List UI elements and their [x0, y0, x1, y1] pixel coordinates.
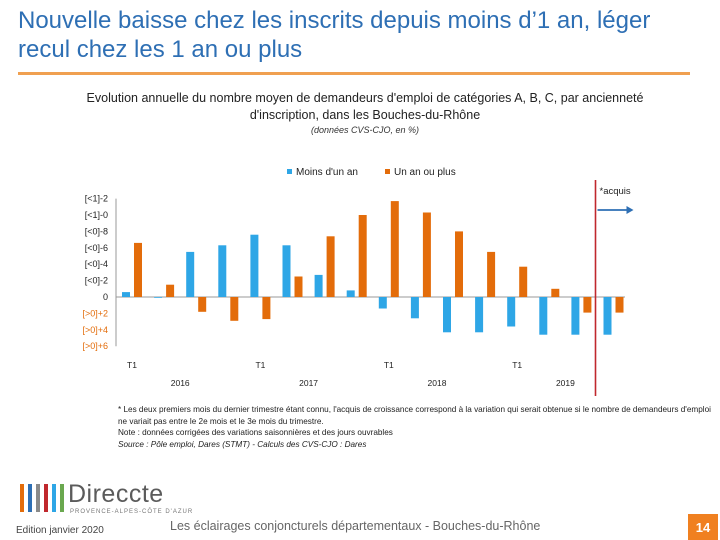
y-tick-label: 0 [103, 292, 108, 302]
y-tick-label: [<1]-0 [85, 210, 108, 220]
y-tick-label: [<0]-6 [85, 243, 108, 253]
bar-un-an-ou-plus [230, 297, 239, 321]
bar-un-an-ou-plus [262, 297, 271, 320]
bar-moins-un-an [539, 297, 548, 335]
page-number: 14 [688, 514, 718, 540]
legend-label: Un an ou plus [394, 167, 456, 178]
y-tick-label: [<1]-2 [85, 194, 108, 204]
y-tick-label: [>0]+4 [82, 325, 108, 335]
bar-moins-un-an [282, 245, 291, 297]
y-tick-label: [>0]+6 [82, 341, 108, 351]
bar-un-an-ou-plus [358, 215, 367, 297]
bar-un-an-ou-plus [134, 242, 142, 297]
y-tick-label: [>0]+2 [82, 308, 108, 318]
bar-un-an-ou-plus [583, 297, 592, 313]
publication-title: Les éclairages conjoncturels département… [170, 519, 541, 533]
legend: Moins d'un an Un an ou plus [287, 167, 456, 178]
bar-moins-un-an [475, 297, 484, 333]
bar-moins-un-an [603, 297, 612, 335]
direccte-logo-icon [20, 484, 64, 512]
bar-un-an-ou-plus [422, 212, 431, 297]
bar-un-an-ou-plus [326, 236, 335, 297]
bar-un-an-ou-plus [294, 276, 303, 297]
edition-label: Edition janvier 2020 [16, 525, 104, 536]
bar-moins-un-an [186, 251, 195, 297]
bar-moins-un-an [154, 297, 163, 298]
x-year-label: 2017 [299, 378, 318, 388]
chart-subtitle: (données CVS-CJO, en %) [310, 125, 420, 135]
bar-moins-un-an [571, 297, 580, 335]
source: Source : Pôle emploi, Dares (STMT) - Cal… [118, 439, 367, 449]
acquis-annotation: *acquis [600, 186, 631, 197]
legend-label: Moins d'un an [296, 167, 358, 178]
bar-un-an-ou-plus [390, 201, 399, 297]
title-divider [18, 72, 690, 75]
y-tick-label: [<0]-2 [85, 276, 108, 286]
bar-moins-un-an [122, 292, 130, 297]
bar-moins-un-an [314, 274, 323, 297]
legend-swatch [287, 169, 292, 174]
bar-moins-un-an [507, 297, 516, 327]
bar-un-an-ou-plus [198, 297, 207, 312]
note: Note : données corrigées des variations … [118, 428, 393, 437]
bar-chart: [<1]-2 [<1]-0 [<0]-8 [<0]-6 [<0]-4 [<0]-2 0 [>0… [82, 167, 634, 396]
y-tick-label: [<0]-4 [85, 259, 108, 269]
slide-title: Nouvelle baisse chez les inscrits depuis… [18, 7, 651, 63]
x-quarter-label: T1 [384, 360, 394, 370]
bar-moins-un-an [378, 297, 387, 309]
bar-moins-un-an [443, 297, 451, 333]
bar-un-an-ou-plus [166, 284, 175, 297]
bar-moins-un-an [346, 290, 355, 297]
logo-name: Direccte [68, 480, 164, 508]
logo-tagline: PROVENCE-ALPES-CÔTE D'AZUR [70, 509, 194, 515]
bar-un-an-ou-plus [615, 297, 624, 313]
y-tick-label: [<0]-8 [85, 226, 108, 236]
chart-title: Evolution annuelle du nombre moyen de de… [86, 91, 644, 122]
chart-notes: * Les deux premiers mois du dernier trim… [118, 404, 718, 450]
x-year-label: 2018 [428, 378, 447, 388]
bar-moins-un-an [410, 297, 419, 319]
bar-un-an-ou-plus [455, 231, 463, 297]
bar-moins-un-an [250, 234, 259, 297]
bar-moins-un-an [218, 245, 227, 297]
bar-un-an-ou-plus [487, 251, 496, 297]
x-year-label: 2016 [171, 378, 190, 388]
bar-un-an-ou-plus [519, 266, 528, 297]
bar-un-an-ou-plus [551, 288, 560, 297]
x-year-label: 2019 [556, 378, 575, 388]
legend-swatch [385, 169, 390, 174]
x-quarter-label: T1 [255, 360, 265, 370]
x-quarter-label: T1 [127, 360, 137, 370]
footnote: * Les deux premiers mois du dernier trim… [118, 405, 711, 426]
x-quarter-label: T1 [512, 360, 522, 370]
arrow-head-icon [626, 206, 634, 214]
